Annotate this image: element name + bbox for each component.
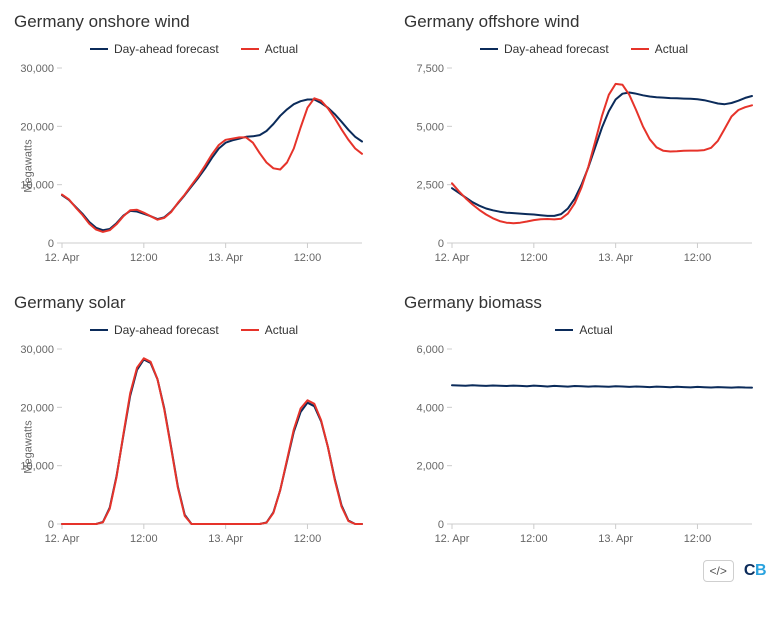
legend-label: Actual — [265, 323, 298, 337]
chart-svg: 0 2,000 4,000 6,000 12. Apr 12:00 13. Apr 12:00 — [404, 343, 758, 550]
plot-area: 0 2,500 5,000 7,500 12. Apr 12:00 13. Apr 12:00 — [404, 62, 764, 269]
legend-item-actual: Actual — [241, 321, 298, 339]
legend: Day-ahead forecast Actual — [14, 40, 374, 58]
legend-label: Actual — [655, 42, 688, 56]
legend-item-forecast: Day-ahead forecast — [90, 40, 219, 58]
legend-swatch — [480, 48, 498, 51]
svg-text:12:00: 12:00 — [520, 533, 548, 545]
series-forecast — [62, 100, 362, 231]
legend-label: Actual — [579, 323, 612, 337]
legend-label: Day-ahead forecast — [504, 42, 609, 56]
chart-grid: Germany onshore wind Day-ahead forecast Ac… — [14, 12, 766, 550]
svg-text:12:00: 12:00 — [130, 533, 158, 545]
svg-text:12. Apr: 12. Apr — [435, 533, 470, 545]
plot-area: Megawatts010,00020,00030,00012. Apr12:00… — [14, 62, 374, 269]
svg-text:20,000: 20,000 — [20, 121, 54, 133]
legend-swatch — [241, 329, 259, 332]
series-actual — [62, 358, 362, 524]
svg-text:0: 0 — [48, 519, 54, 531]
svg-text:12:00: 12:00 — [130, 252, 158, 264]
svg-text:13. Apr: 13. Apr — [208, 252, 243, 264]
svg-text:2,000: 2,000 — [416, 461, 444, 473]
legend-swatch — [90, 329, 108, 332]
series-forecast — [452, 93, 752, 216]
svg-text:20,000: 20,000 — [20, 402, 54, 414]
chart-svg: 010,00020,00030,00012. Apr12:0013. Apr12… — [14, 343, 368, 550]
svg-text:0: 0 — [438, 238, 444, 250]
legend-item-forecast: Day-ahead forecast — [480, 40, 609, 58]
svg-text:30,000: 30,000 — [20, 344, 54, 356]
chart-title: Germany onshore wind — [14, 12, 374, 32]
legend-label: Day-ahead forecast — [114, 323, 219, 337]
legend-swatch — [241, 48, 259, 51]
svg-text:13. Apr: 13. Apr — [208, 533, 243, 545]
series-actual — [62, 98, 362, 232]
svg-text:12. Apr: 12. Apr — [435, 252, 470, 264]
legend-swatch — [555, 329, 573, 332]
y-axis-label: Megawatts — [23, 139, 35, 192]
legend-item-actual: Actual — [241, 40, 298, 58]
svg-text:12:00: 12:00 — [294, 252, 322, 264]
series-actual — [452, 84, 752, 223]
svg-text:0: 0 — [438, 519, 444, 531]
svg-text:12:00: 12:00 — [520, 252, 548, 264]
legend-swatch — [90, 48, 108, 51]
logo-b: B — [755, 562, 766, 579]
chart-svg: 0 2,500 5,000 7,500 12. Apr 12:00 13. Apr 12:00 — [404, 62, 758, 269]
series-forecast — [62, 360, 362, 525]
svg-text:0: 0 — [48, 238, 54, 250]
svg-text:13. Apr: 13. Apr — [598, 252, 633, 264]
logo-c: C — [744, 562, 755, 579]
legend: Day-ahead forecast Actual — [404, 40, 764, 58]
y-axis-label: Megawatts — [23, 420, 35, 473]
legend: Actual — [404, 321, 764, 339]
svg-text:4,000: 4,000 — [416, 402, 444, 414]
chart-solar: Germany solar Day-ahead forecast Actual Meg… — [14, 293, 374, 550]
chart-title: Germany offshore wind — [404, 12, 764, 32]
svg-text:5,000: 5,000 — [416, 121, 444, 133]
chart-biomass: Germany biomass Actual 0 2,000 4,000 6,000 12.… — [404, 293, 764, 550]
svg-text:12. Apr: 12. Apr — [45, 533, 80, 545]
logo: CB — [744, 562, 766, 580]
plot-area: 0 2,000 4,000 6,000 12. Apr 12:00 13. Apr 12:00 — [404, 343, 764, 550]
legend-item-forecast: Day-ahead forecast — [90, 321, 219, 339]
svg-text:2,500: 2,500 — [416, 180, 444, 192]
legend-label: Day-ahead forecast — [114, 42, 219, 56]
footer: </> CB — [14, 560, 766, 582]
svg-text:7,500: 7,500 — [416, 63, 444, 75]
embed-button[interactable]: </> — [703, 560, 734, 582]
svg-text:12:00: 12:00 — [684, 533, 712, 545]
svg-text:13. Apr: 13. Apr — [598, 533, 633, 545]
legend-label: Actual — [265, 42, 298, 56]
chart-onshore: Germany onshore wind Day-ahead forecast Ac… — [14, 12, 374, 269]
chart-offshore: Germany offshore wind Day-ahead forecast A… — [404, 12, 764, 269]
svg-text:30,000: 30,000 — [20, 63, 54, 75]
chart-svg: 010,00020,00030,00012. Apr12:0013. Apr12… — [14, 62, 368, 269]
series-actual — [452, 385, 752, 387]
legend-item-actual: Actual — [631, 40, 688, 58]
svg-text:6,000: 6,000 — [416, 344, 444, 356]
plot-area: Megawatts010,00020,00030,00012. Apr12:00… — [14, 343, 374, 550]
legend-swatch — [631, 48, 649, 51]
chart-title: Germany solar — [14, 293, 374, 313]
svg-text:12. Apr: 12. Apr — [45, 252, 80, 264]
chart-title: Germany biomass — [404, 293, 764, 313]
legend-item-actual: Actual — [555, 321, 612, 339]
legend: Day-ahead forecast Actual — [14, 321, 374, 339]
svg-text:12:00: 12:00 — [294, 533, 322, 545]
svg-text:12:00: 12:00 — [684, 252, 712, 264]
